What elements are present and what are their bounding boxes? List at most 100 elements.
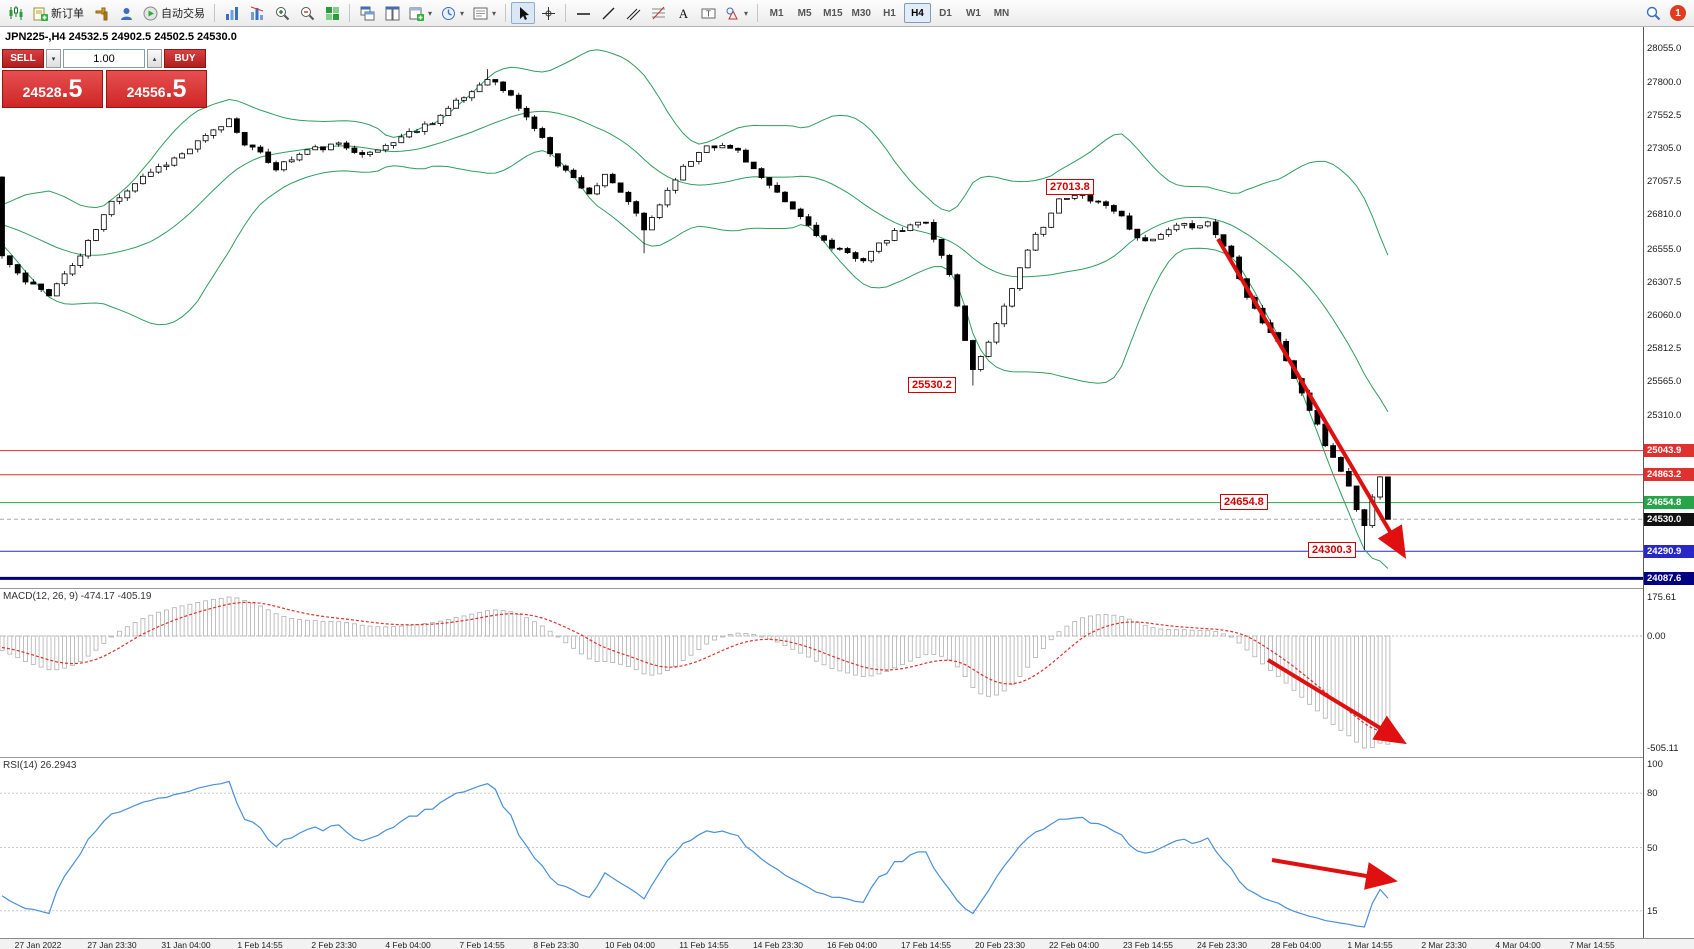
price-axis-label: 25812.5 <box>1647 343 1682 354</box>
timeframe-mn[interactable]: MN <box>993 7 1010 19</box>
rsi-panel-canvas[interactable] <box>0 757 1643 938</box>
fibonacci-tool-button[interactable] <box>646 2 670 24</box>
timeframe-m5[interactable]: M5 <box>797 7 812 19</box>
timeframe-h4[interactable]: H4 <box>903 3 931 23</box>
volume-increase-button[interactable]: ▴ <box>147 49 162 68</box>
new-order-button[interactable]: 新订单 <box>29 2 88 24</box>
timeframe-d1[interactable]: D1 <box>939 7 952 19</box>
price-annotation[interactable]: 25530.2 <box>908 377 956 393</box>
volume-decrease-button[interactable]: ▾ <box>46 49 61 68</box>
search-button[interactable] <box>1641 2 1665 24</box>
time-axis-label: 7 Mar 14:55 <box>1569 940 1615 949</box>
timeframe-m15[interactable]: M15 <box>823 7 843 19</box>
toolbar-separator <box>757 4 759 22</box>
toolbar-separator <box>505 4 507 22</box>
buy-price-panel[interactable]: 24556.5 <box>106 70 207 108</box>
time-axis-label: 31 Jan 04:00 <box>161 940 211 949</box>
clock-icon <box>442 6 456 20</box>
rsi-panel-separator[interactable] <box>0 757 1694 758</box>
cascade-windows-button[interactable] <box>355 2 379 24</box>
zoom-out-button[interactable] <box>295 2 319 24</box>
price-axis-label: 27305.0 <box>1647 143 1682 154</box>
price-axis-label: 26060.0 <box>1647 310 1682 321</box>
period-button[interactable]: ▾ <box>437 2 468 24</box>
price-annotation[interactable]: 27013.8 <box>1046 179 1094 195</box>
crosshair-tool-button[interactable] <box>536 2 560 24</box>
trendline-icon <box>602 7 615 19</box>
timeframe-m30[interactable]: M30 <box>851 7 871 19</box>
auto-trading-icon <box>143 6 158 20</box>
sell-price-panel[interactable]: 24528.5 <box>2 70 103 108</box>
auto-trading-button[interactable]: 自动交易 <box>139 2 209 24</box>
timeframe-m1[interactable]: M1 <box>769 7 784 19</box>
price-tag: 24530.0 <box>1644 513 1694 526</box>
buy-price-frac: .5 <box>165 75 187 103</box>
rsi-axis-label: 15 <box>1647 906 1658 917</box>
mini-candles-icon <box>9 6 23 20</box>
strategy-tester-button[interactable] <box>89 2 113 24</box>
person-icon <box>120 7 132 20</box>
price-annotation[interactable]: 24654.8 <box>1220 494 1268 510</box>
new-order-icon <box>33 7 48 21</box>
timeframe-w1[interactable]: W1 <box>965 7 981 19</box>
shapes-icon <box>726 7 738 19</box>
shapes-tool-button[interactable]: ▾ <box>721 2 752 24</box>
rsi-axis-label: 80 <box>1647 788 1658 799</box>
toolbar-separator <box>565 4 567 22</box>
time-axis-label: 14 Feb 23:30 <box>752 940 804 949</box>
macd-axis-label: 0.00 <box>1647 631 1666 642</box>
macd-axis-label: 175.61 <box>1647 592 1677 603</box>
zoom-in-button[interactable] <box>270 2 294 24</box>
price-tag: 24087.6 <box>1644 572 1694 585</box>
price-axis-label: 26555.0 <box>1647 244 1682 255</box>
time-axis-corner <box>1643 938 1694 949</box>
macd-panel-canvas[interactable] <box>0 588 1643 757</box>
price-tag: 24863.2 <box>1644 468 1694 481</box>
trendline-tool-button[interactable] <box>596 2 620 24</box>
buy-button[interactable]: BUY <box>164 49 206 68</box>
time-axis-label: 20 Feb 23:30 <box>974 940 1026 949</box>
tile-windows-button[interactable] <box>320 2 344 24</box>
volume-input[interactable] <box>63 49 145 68</box>
time-axis-label: 4 Feb 04:00 <box>385 940 431 949</box>
search-icon <box>1646 6 1660 20</box>
template-button[interactable]: ▾ <box>469 2 500 24</box>
price-tag: 24654.8 <box>1644 496 1694 509</box>
horizontal-line-icon <box>576 12 590 15</box>
price-axis[interactable]: 28055.0 27800.0 27552.5 27305.0 27057.5 26810… <box>1643 27 1694 938</box>
svg-text:A: A <box>678 6 688 21</box>
indicator-list-icon <box>250 6 263 20</box>
community-button[interactable] <box>114 2 138 24</box>
time-axis-label: 22 Feb 04:00 <box>1048 940 1100 949</box>
cursor-tool-button[interactable] <box>511 2 536 24</box>
crosshair-icon <box>541 6 555 20</box>
channel-icon <box>626 8 640 20</box>
open-chart-button[interactable]: ▾ <box>405 2 436 24</box>
indicator-list-button[interactable] <box>245 2 269 24</box>
notifications-button[interactable]: 1 <box>1666 2 1690 24</box>
price-tag: 24290.9 <box>1644 545 1694 558</box>
time-axis-label: 7 Feb 14:55 <box>459 940 505 949</box>
chart-window: JPN225-,H4 24532.5 24902.5 24502.5 24530… <box>0 27 1694 949</box>
sell-button[interactable]: SELL <box>2 49 44 68</box>
horizontal-line-tool-button[interactable] <box>571 2 595 24</box>
time-axis-label: 1 Feb 14:55 <box>237 940 283 949</box>
price-annotation[interactable]: 24300.3 <box>1308 542 1356 558</box>
new-chart-button[interactable] <box>4 2 28 24</box>
fibonacci-icon <box>651 6 665 19</box>
channel-tool-button[interactable] <box>621 2 645 24</box>
toolbar: 新订单 自动交易 ▾ ▾ ▾ <box>0 0 1694 27</box>
text-label-tool-button[interactable]: T <box>696 2 720 24</box>
macd-panel-separator[interactable] <box>0 588 1694 589</box>
timeframe-h1[interactable]: H1 <box>883 7 896 19</box>
zoom-in-icon <box>275 6 289 20</box>
text-tool-button[interactable]: A <box>671 2 695 24</box>
price-axis-label: 27057.5 <box>1647 176 1682 187</box>
auto-trading-label: 自动交易 <box>161 8 205 20</box>
price-axis-label: 25565.0 <box>1647 376 1682 387</box>
price-chart-canvas[interactable] <box>0 27 1643 588</box>
time-axis[interactable]: 27 Jan 2022 27 Jan 23:30 31 Jan 04:00 1 Feb… <box>0 938 1643 949</box>
indicators-button[interactable] <box>220 2 244 24</box>
tile-vertical-button[interactable] <box>380 2 404 24</box>
rsi-label: RSI(14) 26.2943 <box>3 760 77 771</box>
